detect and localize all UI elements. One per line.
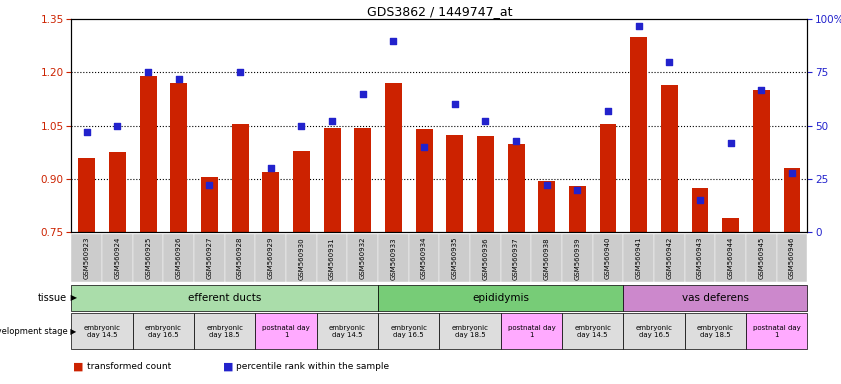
Text: vas deferens: vas deferens bbox=[682, 293, 748, 303]
Bar bbox=[140, 76, 156, 232]
Text: GSM560923: GSM560923 bbox=[84, 237, 90, 280]
Text: GSM560932: GSM560932 bbox=[360, 237, 366, 280]
Bar bbox=[569, 186, 586, 232]
Text: ■: ■ bbox=[73, 362, 83, 372]
Point bbox=[632, 23, 645, 29]
Bar bbox=[691, 188, 708, 232]
Text: embryonic
day 16.5: embryonic day 16.5 bbox=[390, 325, 427, 338]
Text: embryonic
day 14.5: embryonic day 14.5 bbox=[83, 325, 120, 338]
Point bbox=[80, 129, 93, 135]
Text: GSM560945: GSM560945 bbox=[759, 237, 764, 280]
Point bbox=[172, 76, 186, 82]
Bar bbox=[538, 181, 555, 232]
Text: GSM560934: GSM560934 bbox=[421, 237, 427, 280]
Text: ▶: ▶ bbox=[68, 293, 77, 303]
Bar bbox=[415, 129, 432, 232]
Text: GSM560942: GSM560942 bbox=[666, 237, 673, 280]
Text: embryonic
day 14.5: embryonic day 14.5 bbox=[574, 325, 611, 338]
Bar bbox=[171, 83, 188, 232]
Bar bbox=[508, 144, 525, 232]
Text: embryonic
day 14.5: embryonic day 14.5 bbox=[329, 325, 366, 338]
Bar bbox=[109, 152, 126, 232]
Bar bbox=[722, 218, 739, 232]
Text: GSM560926: GSM560926 bbox=[176, 237, 182, 280]
Bar bbox=[630, 37, 648, 232]
Text: embryonic
day 18.5: embryonic day 18.5 bbox=[206, 325, 243, 338]
Bar bbox=[293, 151, 309, 232]
Bar bbox=[600, 124, 616, 232]
Text: postnatal day
1: postnatal day 1 bbox=[753, 325, 801, 338]
Text: GSM560944: GSM560944 bbox=[727, 237, 733, 280]
Bar bbox=[354, 127, 371, 232]
Text: embryonic
day 18.5: embryonic day 18.5 bbox=[452, 325, 489, 338]
Text: embryonic
day 16.5: embryonic day 16.5 bbox=[145, 325, 182, 338]
Point bbox=[387, 38, 400, 44]
Point bbox=[294, 123, 308, 129]
Point bbox=[571, 187, 584, 193]
Point bbox=[663, 59, 676, 65]
Point bbox=[356, 91, 369, 97]
Point bbox=[754, 86, 768, 93]
Text: GSM560928: GSM560928 bbox=[237, 237, 243, 280]
Text: GSM560943: GSM560943 bbox=[697, 237, 703, 280]
Text: GSM560936: GSM560936 bbox=[483, 237, 489, 280]
Text: percentile rank within the sample: percentile rank within the sample bbox=[236, 362, 389, 371]
Bar bbox=[661, 85, 678, 232]
Point bbox=[785, 170, 799, 176]
Text: GSM560929: GSM560929 bbox=[267, 237, 274, 280]
Text: ▶: ▶ bbox=[68, 327, 77, 336]
Text: GSM560924: GSM560924 bbox=[114, 237, 120, 280]
Text: development stage: development stage bbox=[0, 327, 67, 336]
Text: transformed count: transformed count bbox=[87, 362, 171, 371]
Text: GSM560940: GSM560940 bbox=[605, 237, 611, 280]
Point bbox=[510, 137, 523, 144]
Text: GSM560939: GSM560939 bbox=[574, 237, 580, 280]
Point bbox=[111, 123, 124, 129]
Text: GSM560937: GSM560937 bbox=[513, 237, 519, 280]
Point bbox=[479, 118, 492, 124]
Text: GSM560938: GSM560938 bbox=[544, 237, 550, 280]
Text: ■: ■ bbox=[223, 362, 233, 372]
Text: GSM560927: GSM560927 bbox=[206, 237, 213, 280]
Text: GSM560925: GSM560925 bbox=[145, 237, 151, 280]
Bar bbox=[231, 124, 249, 232]
Text: GSM560935: GSM560935 bbox=[452, 237, 458, 280]
Point bbox=[540, 182, 553, 189]
Bar bbox=[784, 169, 801, 232]
Point bbox=[417, 144, 431, 150]
Text: embryonic
day 18.5: embryonic day 18.5 bbox=[697, 325, 734, 338]
Text: embryonic
day 16.5: embryonic day 16.5 bbox=[636, 325, 673, 338]
Text: GSM560941: GSM560941 bbox=[636, 237, 642, 280]
Point bbox=[724, 140, 738, 146]
Point bbox=[325, 118, 339, 124]
Point bbox=[601, 108, 615, 114]
Bar bbox=[477, 136, 494, 232]
Bar bbox=[753, 90, 770, 232]
Text: GSM560933: GSM560933 bbox=[390, 237, 396, 280]
Text: GSM560946: GSM560946 bbox=[789, 237, 795, 280]
Bar bbox=[78, 158, 95, 232]
Point bbox=[203, 182, 216, 189]
Text: GSM560931: GSM560931 bbox=[329, 237, 335, 280]
Text: GSM560930: GSM560930 bbox=[299, 237, 304, 280]
Text: postnatal day
1: postnatal day 1 bbox=[262, 325, 310, 338]
Bar bbox=[324, 127, 341, 232]
Point bbox=[264, 166, 278, 172]
Text: epididymis: epididymis bbox=[473, 293, 529, 303]
Title: GDS3862 / 1449747_at: GDS3862 / 1449747_at bbox=[367, 5, 512, 18]
Point bbox=[448, 101, 462, 108]
Bar bbox=[385, 83, 402, 232]
Bar bbox=[201, 177, 218, 232]
Bar bbox=[262, 172, 279, 232]
Bar bbox=[447, 135, 463, 232]
Point bbox=[693, 197, 706, 204]
Text: postnatal day
1: postnatal day 1 bbox=[507, 325, 555, 338]
Text: tissue: tissue bbox=[38, 293, 67, 303]
Point bbox=[141, 70, 155, 76]
Point bbox=[234, 70, 247, 76]
Text: efferent ducts: efferent ducts bbox=[188, 293, 262, 303]
